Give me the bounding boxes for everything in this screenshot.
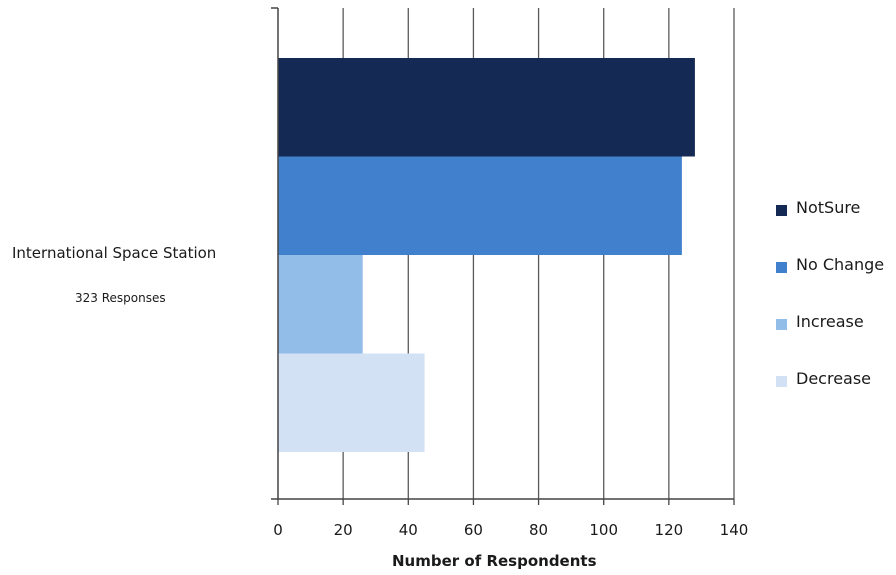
legend-label: No Change: [796, 255, 885, 274]
legend-label: NotSure: [796, 198, 861, 217]
bars: [278, 58, 695, 452]
x-tick-label: 100: [589, 521, 618, 539]
axes: [271, 7, 735, 505]
x-tick-label: 0: [273, 521, 283, 539]
x-tick-label: 120: [655, 521, 684, 539]
x-tick-label: 140: [720, 521, 749, 539]
legend-swatch: [776, 319, 787, 330]
legend-swatch: [776, 376, 787, 387]
bar: [278, 156, 682, 255]
legend-swatch: [776, 262, 787, 273]
x-tick-label: 20: [334, 521, 353, 539]
x-axis-title: Number of Respondents: [392, 552, 597, 570]
category-responses-note: 323 Responses: [75, 291, 166, 305]
bar: [278, 255, 363, 354]
legend-swatch: [776, 205, 787, 216]
legend-label: Increase: [796, 312, 864, 331]
category-label: International Space Station: [12, 244, 217, 262]
x-tick-label: 80: [529, 521, 548, 539]
bar: [278, 353, 425, 452]
x-tick-label: 60: [464, 521, 483, 539]
bar: [278, 58, 695, 157]
tick-labels: 0 20 40 60 80 100 120 140: [273, 521, 748, 539]
x-tick-label: 40: [399, 521, 418, 539]
legend-label: Decrease: [796, 369, 872, 388]
